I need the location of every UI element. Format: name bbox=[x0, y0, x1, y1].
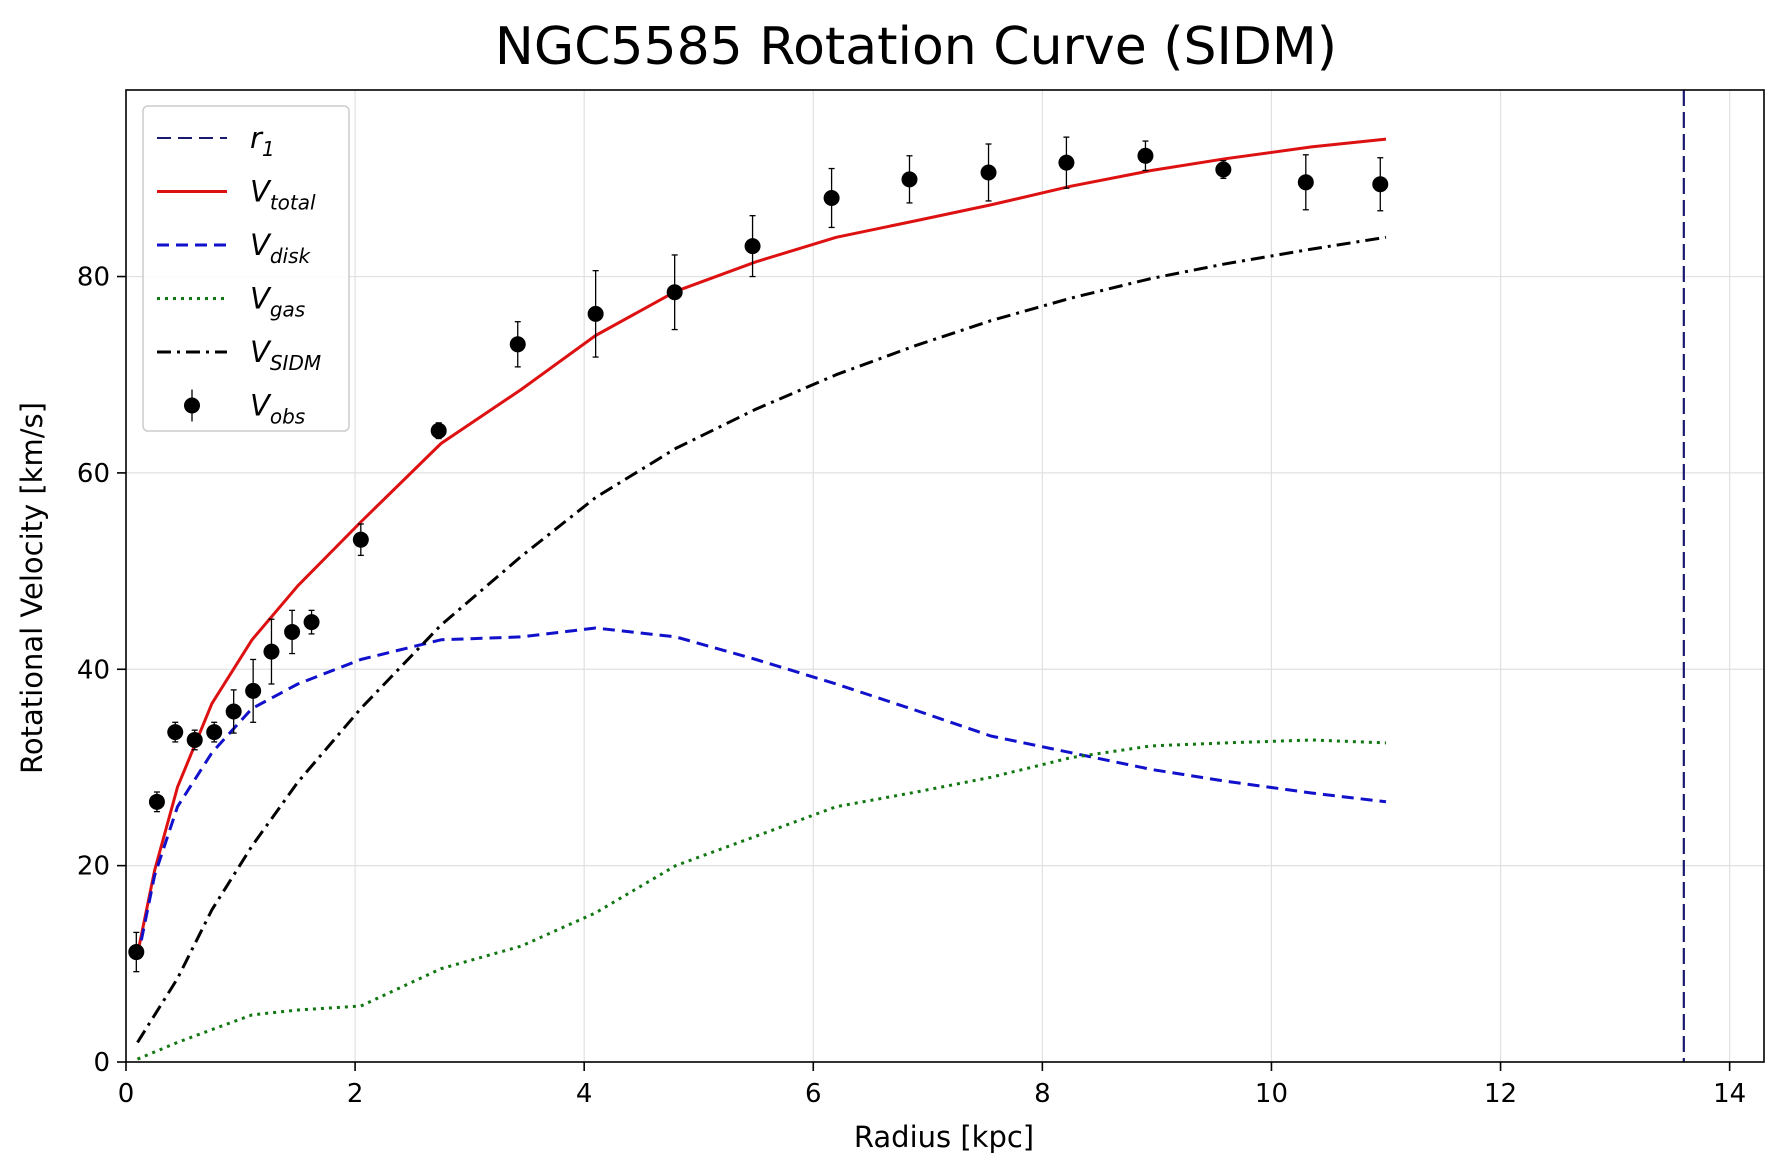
observed-point bbox=[206, 721, 223, 743]
legend-subscript: disk bbox=[270, 244, 312, 268]
observed-marker bbox=[509, 336, 526, 353]
observed-point bbox=[225, 689, 242, 734]
observed-marker bbox=[186, 731, 203, 748]
observed-point bbox=[744, 215, 761, 278]
x-tick-label: 12 bbox=[1484, 1079, 1517, 1109]
observed-marker bbox=[284, 623, 301, 640]
observed-point bbox=[352, 523, 369, 557]
series-line-sidm bbox=[136, 235, 1387, 1044]
observed-point bbox=[186, 729, 203, 751]
x-tick-label: 14 bbox=[1713, 1079, 1746, 1109]
observed-marker bbox=[666, 284, 683, 301]
legend-swatch-obs bbox=[184, 397, 200, 414]
legend-label: Vgas bbox=[250, 282, 305, 322]
legend-label: Vobs bbox=[250, 389, 305, 429]
observed-marker bbox=[901, 171, 918, 188]
observed-point bbox=[245, 658, 262, 723]
observed-point bbox=[1297, 154, 1314, 211]
observed-point bbox=[263, 618, 280, 685]
legend-subscript: 1 bbox=[262, 137, 275, 161]
legend-subscript: SIDM bbox=[270, 351, 321, 375]
legend-symbol: r bbox=[250, 121, 264, 155]
x-tick-label: 6 bbox=[805, 1079, 822, 1109]
x-tick-label: 4 bbox=[576, 1079, 593, 1109]
observed-marker bbox=[263, 643, 280, 660]
legend-label: Vtotal bbox=[250, 175, 316, 215]
observed-point bbox=[284, 609, 301, 655]
x-tick-label: 8 bbox=[1034, 1079, 1051, 1109]
y-tick-label: 20 bbox=[77, 852, 110, 882]
legend-symbol: V bbox=[250, 389, 272, 423]
y-tick-label: 60 bbox=[77, 459, 110, 489]
y-tick-label: 40 bbox=[77, 655, 110, 685]
x-tick-label: 10 bbox=[1255, 1079, 1288, 1109]
y-tick-label: 80 bbox=[77, 263, 110, 293]
observed-marker bbox=[245, 682, 262, 699]
series-line-disk bbox=[136, 626, 1387, 960]
axis-ticks: 0 2 4 6 8 10 12 14 0 20 40 60 80 bbox=[77, 263, 1746, 1109]
observed-marker bbox=[980, 164, 997, 181]
observed-marker bbox=[167, 724, 184, 741]
plot-data bbox=[128, 90, 1685, 1062]
observed-marker bbox=[303, 614, 320, 631]
y-axis-label: Rotational Velocity [km/s] bbox=[15, 402, 49, 774]
observed-marker bbox=[225, 703, 242, 720]
legend-symbol: V bbox=[250, 175, 272, 209]
legend-box bbox=[142, 105, 350, 432]
chart-title: NGC5585 Rotation Curve (SIDM) bbox=[495, 17, 1337, 77]
observed-point bbox=[666, 254, 683, 331]
legend-label: Vdisk bbox=[250, 228, 312, 268]
x-tick-label: 0 bbox=[118, 1079, 135, 1109]
grid bbox=[125, 90, 1764, 1063]
series-line-gas bbox=[136, 738, 1387, 1061]
observed-marker bbox=[430, 422, 447, 439]
observed-point bbox=[148, 791, 165, 813]
observed-point bbox=[823, 167, 840, 229]
observed-point bbox=[1215, 160, 1232, 180]
legend-label: r1 bbox=[250, 121, 275, 161]
legend-symbol: V bbox=[250, 282, 272, 316]
plot-frame bbox=[125, 89, 1765, 1063]
observed-point bbox=[303, 609, 320, 635]
observed-point bbox=[587, 270, 604, 358]
observed-point bbox=[128, 931, 145, 973]
legend-subscript: obs bbox=[270, 405, 305, 429]
observed-marker bbox=[1372, 176, 1389, 193]
observed-marker bbox=[128, 944, 145, 961]
observed-point bbox=[430, 422, 447, 440]
legend-subscript: gas bbox=[270, 298, 305, 322]
observed-point bbox=[980, 143, 997, 202]
observed-marker bbox=[1297, 174, 1314, 191]
observed-marker bbox=[587, 305, 604, 322]
observed-marker bbox=[1137, 147, 1154, 164]
series-line-total bbox=[136, 137, 1387, 955]
legend-label: VSIDM bbox=[250, 335, 321, 375]
legend-symbol: V bbox=[250, 228, 272, 262]
observed-marker bbox=[148, 793, 165, 810]
y-tick-label: 0 bbox=[93, 1048, 110, 1078]
observed-point bbox=[1137, 140, 1154, 172]
observed-point bbox=[509, 321, 526, 368]
observed-marker bbox=[1058, 154, 1075, 171]
observed-point bbox=[901, 155, 918, 204]
legend-symbol: V bbox=[250, 335, 272, 369]
observed-point bbox=[167, 721, 184, 743]
x-tick-label: 2 bbox=[347, 1079, 364, 1109]
observed-point bbox=[1372, 157, 1389, 212]
observed-marker bbox=[823, 190, 840, 206]
observed-marker bbox=[1215, 161, 1232, 178]
observed-point bbox=[1058, 136, 1075, 189]
x-axis-label: Radius [kpc] bbox=[854, 1120, 1034, 1154]
observed-marker bbox=[352, 531, 369, 548]
observed-marker bbox=[744, 238, 761, 255]
legend-subscript: total bbox=[270, 191, 316, 215]
observed-marker bbox=[206, 724, 223, 741]
